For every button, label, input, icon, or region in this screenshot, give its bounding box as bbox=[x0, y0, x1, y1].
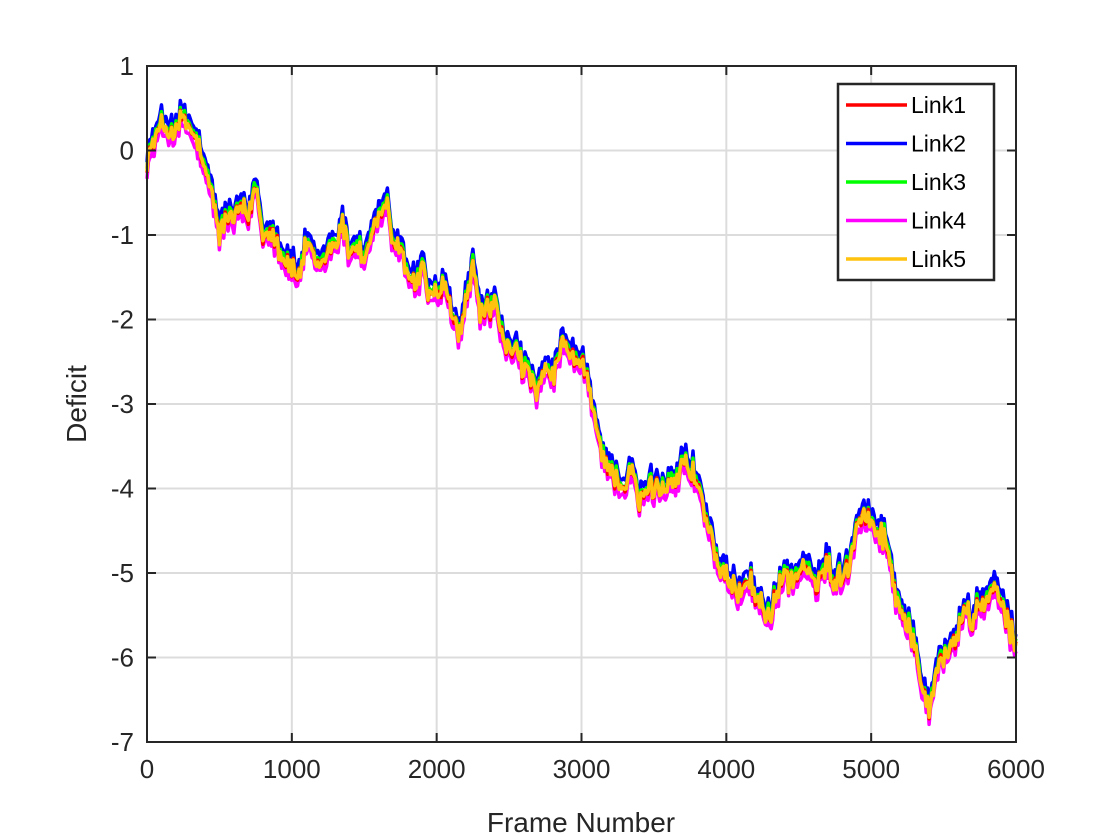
y-tick-label: -1 bbox=[111, 220, 134, 250]
legend-label: Link5 bbox=[911, 246, 966, 272]
x-axis-label: Frame Number bbox=[487, 807, 675, 838]
x-tick-label: 6000 bbox=[987, 754, 1045, 784]
y-tick-label: 0 bbox=[120, 136, 134, 166]
x-tick-label: 5000 bbox=[842, 754, 900, 784]
grid-lines bbox=[147, 66, 1016, 742]
axis-ticks: 0 1000 2000 3000 4000 5000 6000 1 0 -1 -2 -3 -4 -5 -6 -… bbox=[111, 51, 1045, 784]
legend-label: Link1 bbox=[911, 92, 966, 118]
x-tick-label: 3000 bbox=[553, 754, 611, 784]
y-tick-label: -2 bbox=[111, 305, 134, 335]
y-tick-label: 1 bbox=[120, 51, 134, 81]
y-tick-label: -4 bbox=[111, 474, 134, 504]
y-tick-label: -5 bbox=[111, 558, 134, 588]
series-lines bbox=[145, 98, 1018, 727]
legend-label: Link3 bbox=[911, 169, 966, 195]
series-line-link5 bbox=[145, 109, 1018, 720]
y-tick-label: -6 bbox=[111, 643, 134, 673]
y-tick-label: -7 bbox=[111, 727, 134, 757]
legend-box bbox=[836, 82, 996, 282]
legend-label: Link4 bbox=[911, 208, 966, 234]
legend-label: Link2 bbox=[911, 131, 966, 157]
y-tick-label: -3 bbox=[111, 389, 134, 419]
x-tick-label: 4000 bbox=[697, 754, 755, 784]
legend: Link1 Link2 Link3 Link4 Link5 bbox=[836, 82, 996, 282]
x-tick-label: 0 bbox=[140, 754, 154, 784]
x-tick-label: 2000 bbox=[408, 754, 466, 784]
y-axis-label: Deficit bbox=[61, 365, 92, 443]
x-tick-label: 1000 bbox=[263, 754, 321, 784]
